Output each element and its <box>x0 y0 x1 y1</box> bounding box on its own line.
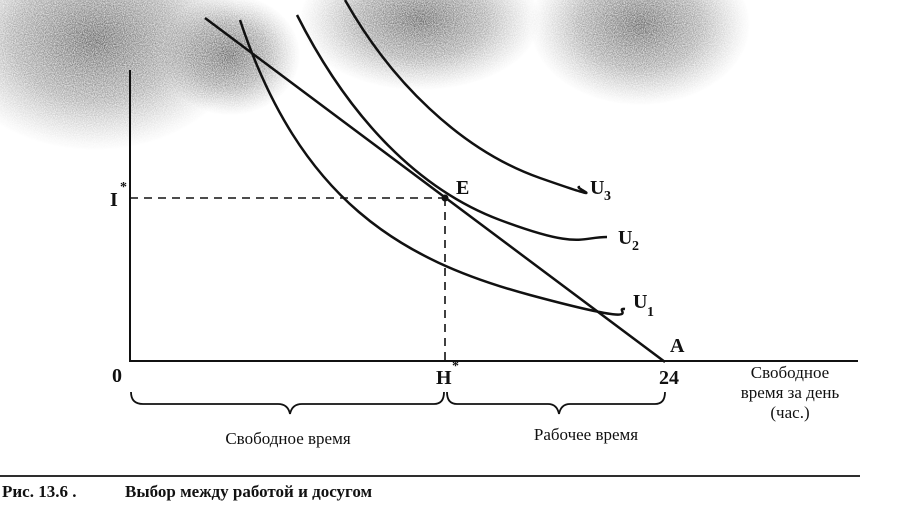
indifference-curve-u1 <box>238 19 626 316</box>
caption-text: Выбор между работой и досугом <box>125 482 373 501</box>
work-brace <box>446 391 666 415</box>
label-u2-sub: 2 <box>632 239 639 254</box>
leisure-brace-label: Свободное время <box>225 429 350 448</box>
work-brace-label: Рабочее время <box>534 425 638 444</box>
budget-line <box>204 16 666 364</box>
leisure-brace <box>130 391 445 415</box>
x-axis-label-line3: (час.) <box>770 403 809 422</box>
x-axis-label-line2: время за день <box>741 383 840 402</box>
caption-number: Рис. 13.6 . <box>2 482 76 501</box>
label-equilibrium: E <box>456 177 469 199</box>
label-u3-sub: 3 <box>604 189 611 204</box>
label-hours-star: * <box>452 359 459 374</box>
label-endpoint-a: A <box>670 335 685 357</box>
equilibrium-point <box>441 194 449 202</box>
label-hours: H <box>436 367 452 389</box>
label-u1-sub: 1 <box>647 305 654 320</box>
x-axis-label-line1: Свободное <box>751 363 829 382</box>
label-origin: 0 <box>112 365 122 387</box>
indifference-curve-u2 <box>295 14 608 241</box>
label-u1: U <box>633 291 647 313</box>
label-income-star: * <box>120 180 127 195</box>
indifference-curve-u3 <box>343 0 588 195</box>
label-income: I <box>110 189 118 211</box>
label-u3: U <box>590 177 604 199</box>
scan-smudge <box>0 0 750 150</box>
label-u2: U <box>618 227 632 249</box>
label-max-hours: 24 <box>659 367 679 389</box>
